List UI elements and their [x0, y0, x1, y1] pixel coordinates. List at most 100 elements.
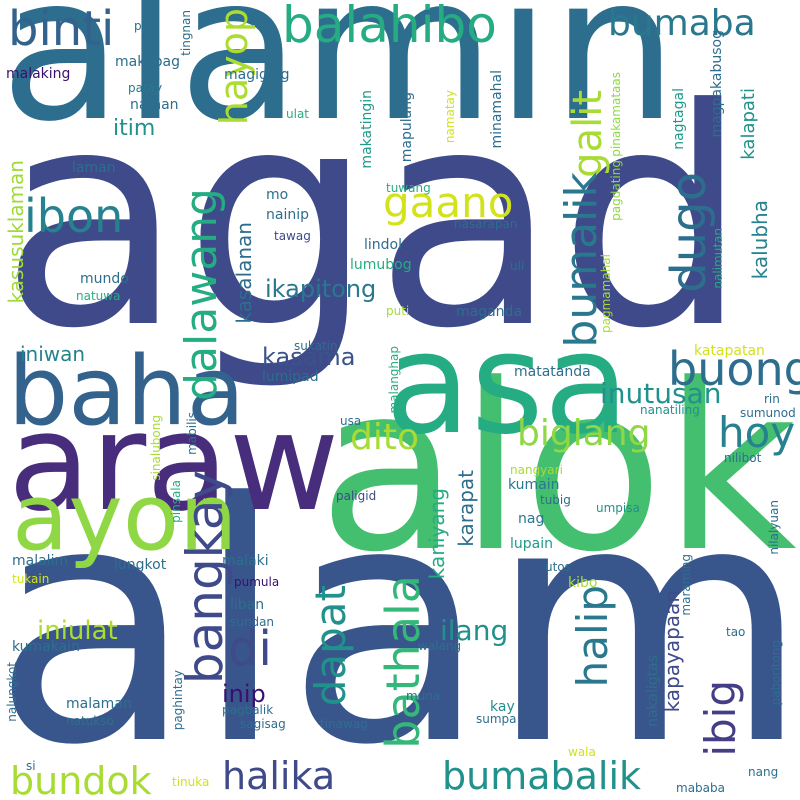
word-mo: mo	[266, 187, 289, 203]
word-maganda: maganda	[456, 304, 523, 320]
word-iniwan: iniwan	[20, 342, 86, 366]
word-nakaligtas: nakaligtas	[645, 655, 661, 727]
word-alok: alok	[318, 336, 797, 603]
word-agad: agad	[0, 45, 749, 394]
word-tao: tao	[726, 625, 746, 639]
word-patay: patay	[128, 81, 163, 95]
word-tinuka: tinuka	[172, 775, 210, 789]
word-sukatin: sukatin	[294, 339, 338, 353]
word-bumalik: bumalik	[556, 172, 607, 348]
word-lumubog: lumubog	[350, 257, 412, 273]
word-ilang: ilang	[440, 614, 509, 647]
word-dapat: dapat	[306, 585, 355, 707]
word-magiging: magiging	[224, 67, 290, 83]
word-natukso: natukso	[66, 714, 114, 728]
word-nang: nang	[748, 765, 779, 779]
word-sagisag: sagisag	[240, 717, 286, 731]
word-malalim: malalim	[12, 553, 69, 569]
word-mababa: mababa	[676, 781, 725, 795]
word-iniulat: iniulat	[37, 616, 118, 646]
word-uwak: uwak	[426, 225, 458, 239]
word-hoy: hoy	[718, 408, 796, 457]
word-ibon: ibon	[24, 189, 124, 243]
word-kasusuklaman: kasusuklaman	[4, 160, 28, 304]
word-lumipad: lumipad	[262, 369, 319, 385]
word-laman: laman	[72, 160, 116, 176]
word-tukain: tukain	[12, 572, 50, 586]
word-tingnan: tingnan	[179, 10, 193, 56]
word-ikapitong: ikapitong	[265, 275, 377, 303]
word-pagbalik: pagbalik	[222, 703, 274, 717]
word-tawag: tawag	[274, 229, 311, 243]
word-nalimutan: nalimutan	[711, 228, 725, 289]
word-sundan: sundan	[230, 615, 275, 629]
word-katapatan: katapatan	[694, 343, 765, 359]
word-usa: usa	[340, 414, 362, 428]
word-mapulang: mapulang	[399, 92, 415, 163]
word-halika: halika	[222, 754, 336, 798]
word-kalubha: kalubha	[748, 200, 772, 280]
word-inip: inip	[222, 680, 266, 708]
word-matatanda: matatanda	[514, 364, 591, 380]
word-lungkot: lungkot	[114, 557, 167, 573]
word-kasama: kasama	[262, 343, 356, 371]
word-muna: muna	[406, 689, 441, 703]
word-tubig: tubig	[540, 493, 571, 507]
word-di: di	[228, 621, 272, 677]
word-sumunod: sumunod	[740, 406, 796, 420]
word-kasalanan: kasalanan	[232, 222, 256, 324]
word-ulat: ulat	[286, 107, 309, 121]
word-nilalyuan: nilalyuan	[767, 500, 781, 555]
word-uli: uli	[510, 259, 525, 273]
word-tinawag: tinawag	[320, 717, 368, 731]
word-minamahal: minamahal	[489, 70, 505, 149]
word-mundo: mundo	[80, 271, 129, 287]
word-nangyari: nangyari	[510, 463, 563, 477]
word-kumakain: kumakain	[12, 639, 80, 655]
word-karapat: karapat	[454, 470, 478, 547]
word-si: si	[26, 759, 36, 773]
word-biglang: biglang	[517, 413, 651, 454]
word-malaki: malaki	[222, 553, 269, 569]
word-malaking: malaking	[6, 66, 71, 82]
word-bangkay: bangkay	[176, 470, 234, 685]
word-bumabalik: bumabalik	[442, 754, 642, 798]
word-baha: baha	[8, 337, 245, 447]
word-alam: alam	[0, 433, 800, 800]
word-magpakabusog: magpakabusog	[709, 30, 725, 138]
word-paghintay: paghintay	[171, 670, 185, 731]
word-paboritong: paboritong	[769, 640, 783, 706]
word-kumain: kumain	[508, 477, 560, 493]
word-itim: itim	[113, 116, 156, 141]
word-makatingin: makatingin	[359, 90, 375, 169]
word-malanghap: malanghap	[387, 346, 401, 414]
word-lindol: lindol	[364, 237, 402, 253]
word-ayon: ayon	[12, 464, 238, 571]
word-liban: liban	[230, 597, 265, 613]
word-pagdating: pagdating	[609, 160, 623, 221]
word-utos: utos	[545, 560, 571, 574]
word-galit: galit	[565, 90, 611, 178]
word-nanatiling: nanatiling	[640, 403, 700, 417]
word-pagmamahal: pagmamahal	[599, 254, 613, 333]
word-binti: binti	[8, 1, 115, 57]
word-halip: halip	[568, 585, 617, 688]
word-buong: buong	[668, 342, 800, 396]
word-walang: walang	[418, 639, 462, 653]
word-sumpa: sumpa	[476, 712, 517, 726]
word-nagtagal: nagtagal	[671, 88, 687, 150]
word-kibo: kibo	[568, 575, 598, 591]
word-namatay: namatay	[443, 90, 457, 144]
word-pag: pag	[134, 19, 157, 33]
word-kaniyang: kaniyang	[425, 488, 449, 580]
word-ibig: ibig	[696, 680, 745, 757]
word-dugo: dugo	[661, 172, 717, 293]
word-malaman: malaman	[66, 696, 132, 712]
word-makapag: makapag	[115, 54, 181, 70]
word-nalungkot: nalungkot	[5, 662, 19, 722]
word-puti: puti	[386, 304, 410, 318]
word-nag: nag	[518, 511, 545, 527]
word-pinakamataas: pinakamataas	[609, 72, 623, 157]
word-maraming: maraming	[679, 554, 693, 616]
word-paligid: paligid	[336, 489, 377, 503]
